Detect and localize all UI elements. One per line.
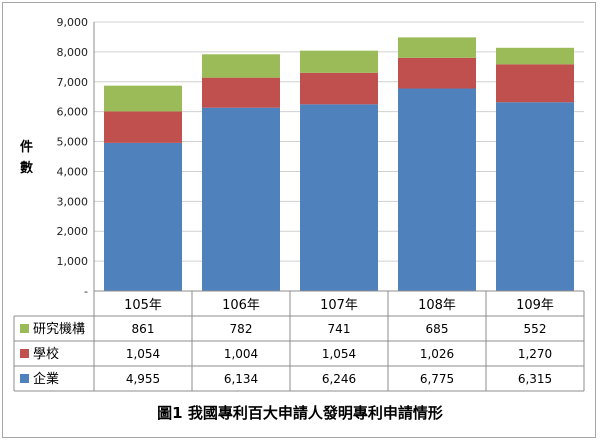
table-cell: 1,054 <box>322 347 356 361</box>
bar-segment <box>300 72 378 105</box>
bar-segment <box>496 47 574 65</box>
bar-segment <box>104 142 182 291</box>
legend-swatch <box>20 374 29 383</box>
bar-segment <box>398 88 476 291</box>
table-cell: 685 <box>426 322 449 336</box>
y-tick-label: 8,000 <box>57 46 89 59</box>
table-cell: 6,134 <box>224 372 258 386</box>
bar-segment <box>398 37 476 58</box>
category-label: 107年 <box>320 298 358 313</box>
bars <box>104 37 574 292</box>
table-cell: 552 <box>524 322 547 336</box>
y-tick-label: 7,000 <box>57 76 89 89</box>
y-tick-label: - <box>84 285 88 298</box>
bar-segment <box>496 64 574 103</box>
bar-segment <box>496 102 574 291</box>
category-label: 105年 <box>124 298 162 313</box>
y-tick-label: 2,000 <box>57 225 89 238</box>
legend-label: 企業 <box>33 371 59 387</box>
figure-caption: 圖1 我國專利百大申請人發明專利申請情形 <box>157 404 443 422</box>
table-cell: 782 <box>230 322 253 336</box>
table-cell: 861 <box>132 322 155 336</box>
category-label: 109年 <box>516 298 554 313</box>
y-tick-label: 5,000 <box>57 136 89 149</box>
category-label: 106年 <box>222 298 260 313</box>
table-cell: 1,270 <box>518 347 552 361</box>
y-tick-label: 1,000 <box>57 255 89 268</box>
y-axis-label-line-2: 數 <box>20 160 33 176</box>
legend-label: 研究機構 <box>33 322 85 337</box>
bar-segment <box>300 104 378 292</box>
y-tick-label: 4,000 <box>57 165 89 178</box>
bar-segment <box>104 111 182 143</box>
table-cell: 1,054 <box>126 347 160 361</box>
table-cell: 4,955 <box>126 372 160 386</box>
y-axis-label-line-1: 件 <box>20 139 33 155</box>
table-cell: 1,026 <box>420 347 454 361</box>
bar-segment <box>202 77 280 108</box>
legend-swatch <box>20 349 29 358</box>
table-cell: 741 <box>328 322 351 336</box>
table-cell: 6,775 <box>420 372 454 386</box>
table-cell: 6,246 <box>322 372 356 386</box>
category-label: 108年 <box>418 298 456 313</box>
bar-segment <box>300 50 378 73</box>
bar-segment <box>104 85 182 112</box>
y-tick-label: 6,000 <box>57 106 89 119</box>
y-axis-ticks: - 1,000 2,000 3,000 4,000 5,000 6,000 7,000 8,00… <box>57 16 89 298</box>
bar-segment <box>202 54 280 78</box>
table-cell: 6,315 <box>518 372 552 386</box>
bar-segment <box>398 57 476 89</box>
y-tick-label: 3,000 <box>57 195 89 208</box>
table-cell: 1,004 <box>224 347 258 361</box>
legend-swatch <box>20 324 29 333</box>
y-tick-label: 9,000 <box>57 16 89 29</box>
bar-segment <box>202 107 280 291</box>
legend-label: 學校 <box>33 346 59 362</box>
